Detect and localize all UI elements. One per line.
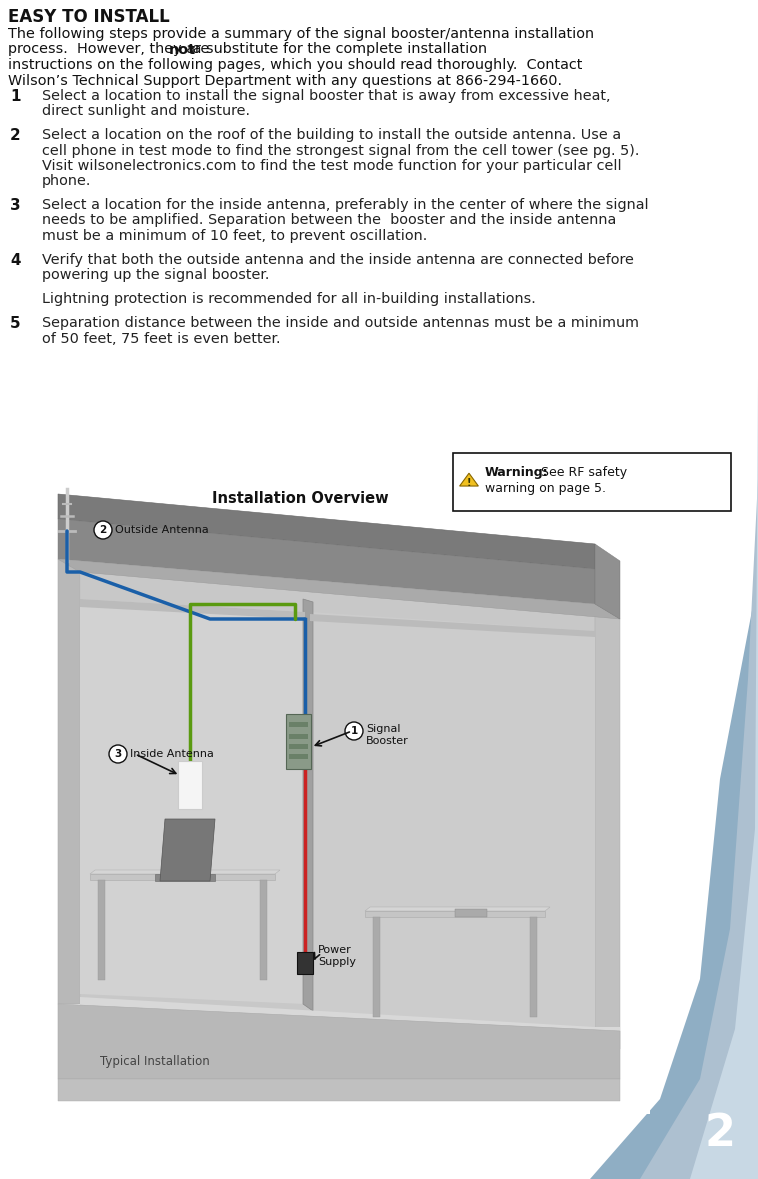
Bar [289,744,308,749]
Text: 1: 1 [10,88,20,104]
Polygon shape [58,1079,620,1101]
Polygon shape [178,760,202,809]
Circle shape [345,722,363,740]
Text: 3: 3 [10,198,20,213]
Polygon shape [90,874,275,880]
Polygon shape [58,494,595,569]
Bar [289,755,308,759]
Polygon shape [373,917,380,1017]
Text: needs to be amplified. Separation between the  booster and the inside antenna: needs to be amplified. Separation betwee… [42,213,616,228]
Polygon shape [286,714,311,769]
Polygon shape [58,1005,620,1079]
Circle shape [109,745,127,763]
Text: 5: 5 [10,316,20,331]
Polygon shape [80,599,305,619]
Text: Outside Antenna: Outside Antenna [115,525,208,535]
Polygon shape [530,917,537,1017]
Text: of 50 feet, 75 feet is even better.: of 50 feet, 75 feet is even better. [42,331,280,345]
Polygon shape [155,874,215,881]
Polygon shape [459,473,478,486]
Text: Signal
Booster: Signal Booster [366,724,409,746]
Polygon shape [310,614,595,637]
Text: Inside Antenna: Inside Antenna [130,749,214,759]
Polygon shape [260,880,267,980]
Polygon shape [690,378,758,1179]
Text: process.  However, they are: process. However, they are [8,42,214,57]
Text: 1: 1 [350,726,358,736]
Polygon shape [297,951,313,974]
Text: 3: 3 [114,749,121,759]
Polygon shape [595,544,620,619]
Text: phone.: phone. [42,174,92,187]
Bar [455,909,487,917]
Bar [289,722,308,727]
Text: instructions on the following pages, which you should read thoroughly.  Contact: instructions on the following pages, whi… [8,58,582,72]
Text: powering up the signal booster.: powering up the signal booster. [42,268,269,282]
Circle shape [94,521,112,539]
Polygon shape [160,819,215,881]
Text: must be a minimum of 10 feet, to prevent oscillation.: must be a minimum of 10 feet, to prevent… [42,229,428,243]
FancyBboxPatch shape [453,453,731,511]
Text: Visit wilsonelectronics.com to find the test mode function for your particular c: Visit wilsonelectronics.com to find the … [42,159,622,173]
Text: direct sunlight and moisture.: direct sunlight and moisture. [42,104,250,118]
Text: Select a location for the inside antenna, preferably in the center of where the : Select a location for the inside antenna… [42,198,649,212]
Polygon shape [80,997,620,1049]
Text: Select a location to install the signal booster that is away from excessive heat: Select a location to install the signal … [42,88,610,103]
Text: Typical Installation: Typical Installation [100,1054,210,1067]
Polygon shape [58,559,80,1005]
Bar [40,459,650,1114]
Text: warning on page 5.: warning on page 5. [485,482,606,495]
Polygon shape [58,519,595,604]
Text: Lightning protection is recommended for all in-building installations.: Lightning protection is recommended for … [42,292,536,307]
Bar [289,735,308,739]
Text: 4: 4 [10,252,20,268]
Polygon shape [90,870,280,874]
Polygon shape [595,604,620,1049]
Text: cell phone in test mode to find the strongest signal from the cell tower (see pg: cell phone in test mode to find the stro… [42,144,640,158]
Polygon shape [310,612,595,1034]
Text: Separation distance between the inside and outside antennas must be a minimum: Separation distance between the inside a… [42,316,639,330]
Text: See RF safety: See RF safety [537,466,627,479]
Text: not: not [169,42,196,57]
Polygon shape [365,907,550,911]
Polygon shape [80,572,595,1034]
Polygon shape [365,911,545,917]
Text: Verify that both the outside antenna and the inside antenna are connected before: Verify that both the outside antenna and… [42,252,634,266]
Text: Installation Overview: Installation Overview [211,490,388,506]
Polygon shape [640,479,758,1179]
Polygon shape [590,579,758,1179]
Text: a substitute for the complete installation: a substitute for the complete installati… [188,42,487,57]
Text: 2: 2 [99,525,107,535]
Text: Select a location on the roof of the building to install the outside antenna. Us: Select a location on the roof of the bui… [42,129,621,143]
Text: The following steps provide a summary of the signal booster/antenna installation: The following steps provide a summary of… [8,27,594,41]
Text: EASY TO INSTALL: EASY TO INSTALL [8,8,170,26]
Polygon shape [98,880,105,980]
Text: Warning:: Warning: [485,466,549,479]
Text: Power
Supply: Power Supply [318,944,356,967]
Text: Wilson’s Technical Support Department with any questions at 866-294-1660.: Wilson’s Technical Support Department wi… [8,73,562,87]
Polygon shape [303,599,313,1012]
Polygon shape [58,559,620,619]
Text: 2: 2 [704,1113,735,1155]
Text: !: ! [467,477,471,487]
Polygon shape [80,599,305,1005]
Text: 2: 2 [10,129,20,144]
